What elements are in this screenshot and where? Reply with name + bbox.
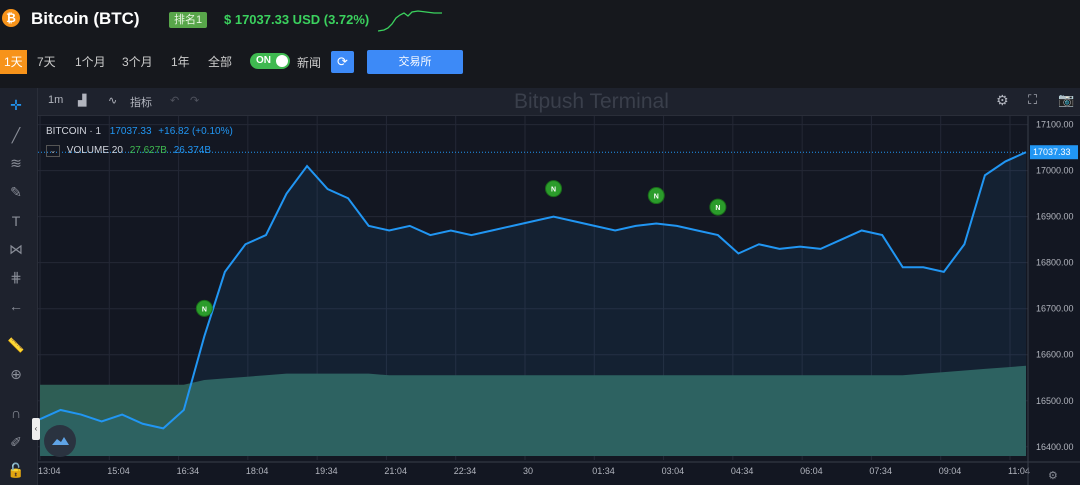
- time-tick-label: 07:34: [869, 466, 892, 476]
- range-button-7d[interactable]: 7天: [37, 55, 56, 69]
- price-tick-label: 16800.00: [1036, 258, 1074, 268]
- time-tick-label: 06:04: [800, 466, 823, 476]
- news-marker[interactable]: [195, 299, 213, 317]
- bitcoin-logo-icon: ₿: [2, 9, 20, 27]
- indicators-icon[interactable]: ∿: [108, 95, 118, 107]
- fib-tool-icon[interactable]: ≋: [10, 155, 22, 171]
- sparkline-chart: [378, 10, 442, 32]
- time-tick-label: 19:34: [315, 466, 338, 476]
- news-toggle[interactable]: ON: [250, 53, 290, 69]
- toggle-knob: [276, 55, 288, 67]
- time-tick-label: 21:04: [384, 466, 407, 476]
- chart-type-icon[interactable]: ▟: [78, 95, 87, 107]
- price-tick-label: 16700.00: [1036, 304, 1074, 314]
- time-tick-label: 04:34: [731, 466, 754, 476]
- price-tick-label: 16600.00: [1036, 350, 1074, 360]
- exchange-button[interactable]: 交易所: [367, 50, 463, 74]
- ruler-icon[interactable]: 📏: [7, 337, 25, 353]
- time-tick-label: 09:04: [939, 466, 962, 476]
- trend-line-icon[interactable]: ╱: [11, 127, 21, 143]
- toggle-label: ON: [256, 55, 271, 66]
- volume-label: VOLUME 20: [66, 145, 123, 156]
- legend-change: +16.82 (+0.10%): [158, 126, 233, 137]
- chart-top-toolbar: 1m ▟ ∿ 指标 ↶ ↷ Bitpush Terminal ⚙ ⛶ 📷: [38, 88, 1080, 116]
- last-price-tag-label: 17037.33: [1033, 147, 1071, 157]
- pattern-icon[interactable]: ⋈: [9, 241, 23, 257]
- time-tick-label: 13:04: [38, 466, 61, 476]
- price-tick-label: 17100.00: [1036, 120, 1074, 130]
- news-marker[interactable]: [647, 187, 665, 205]
- news-marker[interactable]: [709, 198, 727, 216]
- time-tick-label: 03:04: [662, 466, 685, 476]
- time-tick-label: 22:34: [454, 466, 477, 476]
- news-marker-label: N: [654, 194, 659, 201]
- news-marker-label: N: [715, 205, 720, 212]
- terminal-watermark: Bitpush Terminal: [514, 90, 669, 113]
- measure-lines-icon[interactable]: ⋕: [10, 269, 22, 285]
- lock-drawing-icon[interactable]: ✐: [10, 434, 22, 450]
- price-change-display: $ 17037.33 USD (3.72%): [224, 12, 370, 27]
- coin-title: Bitcoin (BTC): [31, 9, 140, 28]
- interval-selector[interactable]: 1m: [48, 94, 64, 106]
- camera-icon[interactable]: 📷: [1058, 92, 1075, 107]
- collapse-toolbar-tab[interactable]: ‹: [32, 418, 40, 440]
- refresh-icon: ⟳: [337, 54, 348, 69]
- indicators-button[interactable]: 指标: [130, 97, 152, 109]
- legend-price-row: BITCOIN · 1 17037.33 +16.82 (+0.10%): [46, 126, 233, 137]
- brush-icon[interactable]: ✎: [10, 184, 22, 200]
- range-button-all[interactable]: 全部: [208, 55, 233, 69]
- last-price-tag: [1030, 145, 1078, 160]
- volume-value-a: 27.627B: [129, 145, 167, 156]
- redo-icon[interactable]: ↷: [190, 95, 200, 107]
- price-tick-label: 16500.00: [1036, 396, 1074, 406]
- range-button-3m[interactable]: 3个月: [122, 55, 153, 69]
- crosshair-icon[interactable]: ✛: [10, 97, 22, 113]
- news-marker-label: N: [202, 306, 207, 313]
- price-chart[interactable]: 17100.00 17000.00 16900.00 16800.00 16700.00…: [38, 116, 1080, 485]
- magnet-icon[interactable]: ∩: [10, 405, 22, 421]
- arrow-left-icon[interactable]: ←: [9, 298, 23, 314]
- collapse-legend-icon[interactable]: ⌄: [46, 145, 60, 157]
- time-tick-label: 30: [523, 466, 533, 476]
- news-label: 新闻: [297, 56, 322, 70]
- news-marker[interactable]: [545, 180, 563, 198]
- time-tick-label: 01:34: [592, 466, 615, 476]
- price-tick-label: 17000.00: [1036, 166, 1074, 176]
- undo-icon[interactable]: ↶: [170, 95, 180, 107]
- legend-symbol: BITCOIN · 1: [46, 126, 102, 137]
- volume-value-b: 26.374B: [173, 145, 212, 156]
- rank-badge: 排名1: [169, 12, 208, 28]
- price-line: [39, 151, 1027, 430]
- legend-volume-row: ⌄ VOLUME 20 27.627B 26.374B: [46, 145, 211, 157]
- fullscreen-icon[interactable]: ⛶: [1028, 92, 1038, 107]
- time-tick-label: 16:34: [177, 466, 200, 476]
- settings-gear-icon[interactable]: ⚙: [996, 92, 1009, 108]
- time-tick-label: 18:04: [246, 466, 269, 476]
- text-tool-icon[interactable]: T: [11, 213, 21, 229]
- range-button-1m[interactable]: 1个月: [75, 55, 106, 69]
- range-button-1d[interactable]: 1天: [0, 50, 27, 74]
- time-tick-label: 11:04: [1008, 466, 1030, 476]
- price-area-fill: [40, 152, 1026, 456]
- range-toolbar: 1天 7天 1个月 3个月 1年 全部 ON 新闻 ⟳ 交易所: [0, 46, 1080, 78]
- lock-icon[interactable]: 🔓: [7, 462, 25, 478]
- refresh-button[interactable]: ⟳: [331, 51, 354, 73]
- volume-area: [40, 365, 1026, 456]
- range-button-1y[interactable]: 1年: [171, 55, 190, 69]
- legend-price: 17037.33: [109, 126, 152, 137]
- news-marker-label: N: [551, 187, 556, 194]
- time-tick-label: 15:04: [107, 466, 130, 476]
- zoom-icon[interactable]: ⊕: [10, 366, 22, 382]
- axis-settings-icon[interactable]: ⚙: [1048, 470, 1058, 482]
- drawing-toolbar: ✛ ╱ ≋ ✎ T ⋈ ⋕ ← 📏 ⊕ ∩ ✐ 🔓: [0, 88, 38, 485]
- chart-widget: ✛ ╱ ≋ ✎ T ⋈ ⋕ ← 📏 ⊕ ∩ ✐ 🔓 1m ▟ ∿ 指标 ↶ ↷ …: [0, 88, 1080, 485]
- price-tick-label: 16400.00: [1036, 442, 1074, 452]
- coin-header: ₿ Bitcoin (BTC) 排名1 $ 17037.33 USD (3.72…: [0, 0, 1080, 42]
- site-logo-icon: [44, 425, 76, 457]
- price-tick-label: 16900.00: [1036, 212, 1074, 222]
